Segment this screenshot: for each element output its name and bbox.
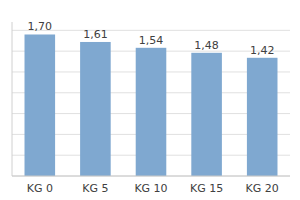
bars — [25, 34, 278, 176]
data-label: 1,70 — [28, 20, 53, 33]
y-axis-line — [12, 22, 13, 176]
chart: 1,701,611,541,481,42KG 0KG 5KG 10KG 15KG… — [0, 0, 300, 200]
bar — [247, 58, 278, 176]
x-tick-label: KG 15 — [190, 182, 223, 195]
bar — [80, 42, 111, 176]
data-label: 1,42 — [250, 44, 275, 57]
x-tick-label: KG 10 — [134, 182, 167, 195]
grid — [12, 30, 290, 176]
x-axis-line — [12, 176, 290, 177]
x-tick-label: KG 20 — [246, 182, 279, 195]
data-label: 1,48 — [194, 39, 219, 52]
data-labels: 1,70 1,61 1,54 1,48 1,42 — [28, 20, 275, 56]
bar — [191, 53, 222, 176]
x-tick-label: KG 0 — [27, 182, 53, 195]
grid-line — [12, 176, 290, 177]
data-label: 1,54 — [139, 34, 164, 47]
bar — [25, 34, 56, 176]
x-axis: KG 0 KG 5 KG 10 KG 15 KG 20 — [27, 182, 279, 195]
grid-line — [12, 30, 290, 31]
chart-container: 1,701,611,541,481,42KG 0KG 5KG 10KG 15KG… — [0, 0, 300, 200]
x-tick-label: KG 5 — [82, 182, 108, 195]
data-label: 1,61 — [83, 28, 108, 41]
bar — [136, 48, 167, 176]
